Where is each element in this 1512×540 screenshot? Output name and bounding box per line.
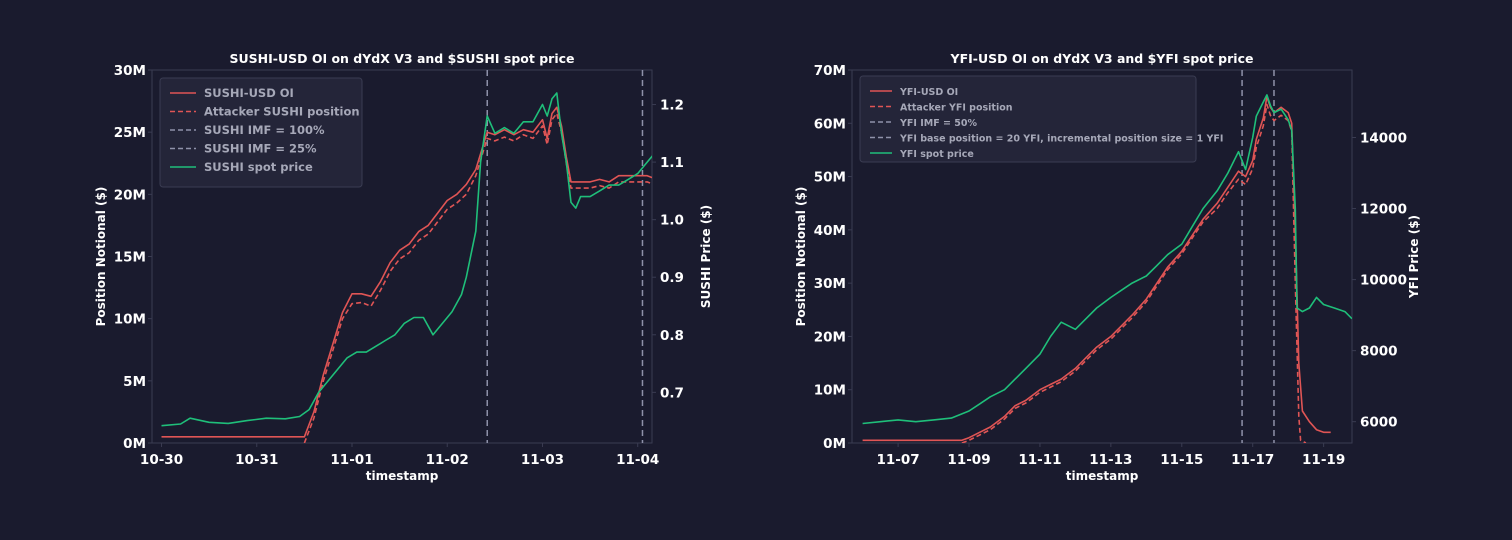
x-tick-label: 11-03: [521, 452, 564, 468]
y-tick-label: 40M: [814, 223, 846, 239]
y2-tick-label: 1.0: [660, 213, 684, 229]
y2-axis-label: SUSHI Price ($): [699, 205, 713, 308]
x-tick-label: 11-04: [616, 452, 659, 468]
y2-tick-label: 0.8: [660, 328, 684, 344]
x-tick-label: 11-02: [426, 452, 469, 468]
legend-box: [159, 77, 363, 188]
legend-box: [859, 75, 1197, 163]
y2-tick-label: 12000: [1360, 202, 1407, 218]
y-tick-label: 0M: [123, 436, 146, 452]
x-axis-label: timestamp: [366, 469, 439, 483]
y2-tick-label: 6000: [1360, 415, 1398, 431]
x-tick-label: 11-01: [330, 452, 373, 468]
chart-title: YFI-USD OI on dYdX V3 and $YFI spot pric…: [950, 51, 1254, 66]
x-axis-label: timestamp: [1066, 469, 1139, 483]
attacker-yfi-position-line: [961, 103, 1307, 443]
y-tick-label: 10M: [114, 312, 146, 328]
legend-entry-label: SUSHI-USD OI: [204, 86, 294, 100]
legend-entry-label: SUSHI IMF = 25%: [204, 142, 317, 156]
y-tick-label: 10M: [814, 383, 846, 399]
y2-tick-label: 1.1: [660, 155, 684, 171]
chart-2: YFI-USD OI on dYdX V3 and $YFI spot pric…: [794, 51, 1421, 483]
y2-tick-label: 8000: [1360, 344, 1398, 360]
legend-entry-label: YFI spot price: [899, 149, 974, 160]
legend-entry-label: Attacker SUSHI position: [204, 105, 360, 119]
x-tick-label: 11-19: [1302, 452, 1345, 468]
legend-entry-label: YFI-USD OI: [899, 87, 958, 98]
sushi-spot-price-line: [161, 92, 652, 427]
legend-entry-label: Attacker YFI position: [900, 103, 1013, 114]
y-tick-label: 30M: [114, 63, 146, 79]
y-tick-label: 5M: [123, 374, 146, 390]
x-tick-label: 11-17: [1231, 452, 1274, 468]
chart-1: SUSHI-USD OI on dYdX V3 and $SUSHI spot …: [94, 51, 713, 483]
x-tick-label: 10-31: [235, 452, 278, 468]
legend: SUSHI-USD OI Attacker SUSHI position SUSHI…: [159, 77, 363, 188]
y-tick-label: 30M: [814, 276, 846, 292]
plot-area: [862, 70, 1352, 443]
y2-tick-label: 14000: [1360, 130, 1407, 146]
x-tick-label: 11-09: [947, 452, 990, 468]
x-tick-label: 10-30: [140, 452, 183, 468]
x-tick-label: 11-15: [1160, 452, 1203, 468]
x-tick-label: 11-11: [1018, 452, 1061, 468]
plot-frame: [851, 69, 1353, 444]
y2-tick-label: 0.9: [660, 270, 684, 286]
y2-axis-label: YFI Price ($): [1407, 215, 1421, 299]
y-axis-label: Position Notional ($): [794, 187, 808, 327]
legend: YFI-USD OI Attacker YFI position YFI IMF =…: [859, 75, 1223, 163]
legend-entry-label: SUSHI spot price: [204, 160, 313, 174]
y-tick-label: 20M: [814, 329, 846, 345]
y-tick-label: 25M: [114, 125, 146, 141]
y2-tick-label: 0.7: [660, 385, 684, 401]
sushi-usd-oi-line: [161, 106, 652, 438]
y-axis-label: Position Notional ($): [94, 187, 108, 327]
yfi-usd-oi-line: [862, 95, 1331, 442]
x-tick-label: 11-13: [1089, 452, 1132, 468]
y-tick-label: 15M: [114, 250, 146, 266]
legend-entry-label: YFI base position = 20 YFI, incremental …: [899, 134, 1223, 145]
y-tick-label: 20M: [114, 187, 146, 203]
y-tick-label: 50M: [814, 170, 846, 186]
y-tick-label: 60M: [814, 116, 846, 132]
legend-entry-label: SUSHI IMF = 100%: [204, 123, 325, 137]
yfi-spot-price-line: [862, 94, 1352, 425]
x-tick-label: 11-07: [877, 452, 920, 468]
y-tick-label: 0M: [823, 436, 846, 452]
chart-title: SUSHI-USD OI on dYdX V3 and $SUSHI spot …: [229, 51, 574, 66]
y2-tick-label: 1.2: [660, 98, 684, 114]
y2-tick-label: 10000: [1360, 273, 1407, 289]
y-tick-label: 70M: [814, 63, 846, 79]
plot-area: [161, 70, 652, 443]
legend-entry-label: YFI IMF = 50%: [899, 118, 977, 129]
